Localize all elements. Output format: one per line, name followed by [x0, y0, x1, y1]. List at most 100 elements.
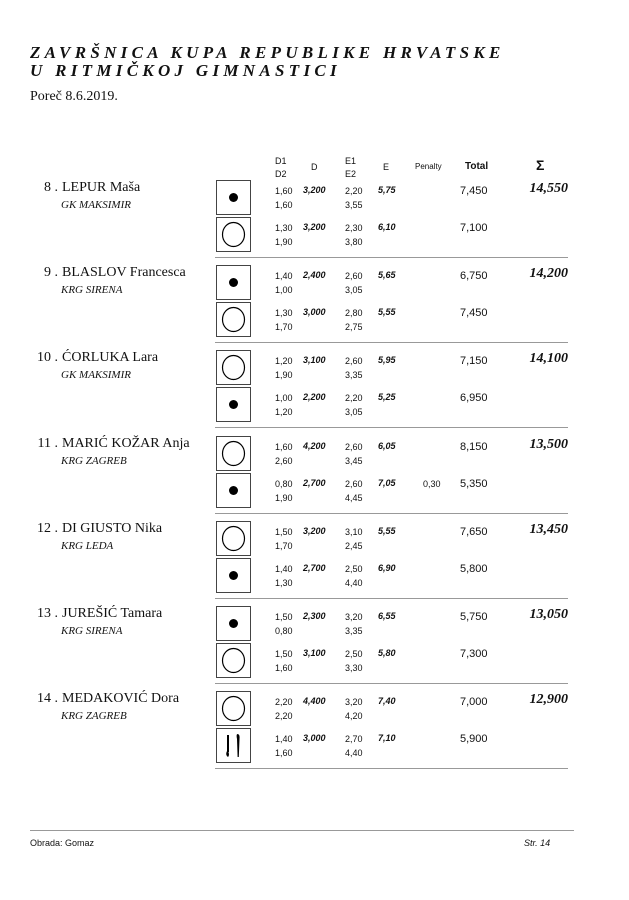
athlete-block: 8 . LEPUR Maša GK MAKSIMIR 14,550 1,60 1,…: [0, 180, 629, 265]
d1-score: 1,40: [275, 734, 293, 745]
d-score: 2,400: [303, 270, 326, 281]
e2-score: 3,30: [345, 663, 363, 673]
athlete-club: KRG SIRENA: [61, 625, 123, 637]
apparatus-box: [216, 520, 251, 556]
e-score: 5,75: [378, 185, 396, 195]
hoop-icon: [217, 522, 250, 555]
d-score: 3,000: [303, 307, 326, 318]
header-sum: Σ: [536, 157, 545, 173]
d2-score: 1,70: [275, 540, 293, 551]
e2-score: 3,05: [345, 407, 363, 418]
ball-icon: [217, 559, 250, 592]
d1-score: 0,80: [275, 478, 293, 489]
all-around-sum: 14,100: [529, 351, 569, 367]
routine-total: 7,450: [460, 185, 488, 197]
d1-score: 1,50: [275, 649, 293, 659]
page-number: Str. 14: [524, 838, 551, 848]
ball-icon: [217, 181, 250, 214]
hoop-icon: [217, 692, 250, 725]
athlete-name-text: BLASLOV Francesca: [62, 265, 186, 281]
header-penalty: Penalty: [415, 162, 442, 171]
e-score: 6,90: [378, 562, 396, 573]
athlete-divider: [215, 768, 568, 770]
d-score: 2,700: [303, 562, 326, 573]
e-score: 7,10: [378, 733, 396, 744]
athlete-name: 8 . LEPUR Maša: [30, 180, 140, 196]
header-e1: E1: [345, 156, 357, 166]
d2-score: 1,90: [275, 492, 293, 503]
e2-score: 3,80: [345, 237, 363, 247]
footer-credit: Obrada: Gomaz: [30, 838, 95, 848]
d1-score: 1,00: [275, 393, 293, 404]
athlete-divider: [215, 257, 568, 258]
apparatus-box: [216, 180, 251, 215]
routine-total: 7,150: [460, 355, 488, 368]
e-score: 7,05: [378, 477, 396, 488]
apparatus-box: [216, 643, 251, 678]
e1-score: 2,60: [345, 478, 363, 489]
d2-score: 1,90: [275, 370, 293, 381]
athlete-club: KRG ZAGREB: [61, 454, 127, 467]
athlete-name-text: JUREŠIĆ Tamara: [62, 606, 163, 621]
e1-score: 3,20: [345, 612, 363, 622]
d1-score: 1,40: [275, 271, 293, 282]
d1-score: 2,20: [275, 697, 293, 708]
athlete-block: 13 . JUREŠIĆ Tamara KRG SIRENA 13,050 1,5…: [0, 606, 629, 691]
header-total: Total: [465, 161, 489, 172]
e-score: 5,55: [378, 525, 396, 536]
athlete-divider: [215, 683, 568, 684]
apparatus-box: [216, 217, 251, 252]
hoop-icon: [217, 303, 250, 336]
athlete-name-text: DI GIUSTO Nika: [62, 520, 163, 536]
e1-score: 2,20: [345, 186, 363, 196]
athlete-divider: [215, 597, 568, 599]
athlete-club: KRG LEDA: [61, 539, 114, 552]
athlete-rank: 14 .: [37, 691, 58, 707]
athlete-rank: 13 .: [37, 606, 58, 621]
d1-score: 1,50: [275, 612, 293, 622]
routine-total: 8,150: [460, 440, 488, 453]
header-d: D: [311, 162, 318, 172]
e2-score: 4,20: [345, 711, 363, 722]
apparatus-box: [216, 557, 251, 593]
header-d1: D1: [275, 156, 287, 166]
athlete-divider: [215, 427, 568, 429]
hoop-icon: [217, 644, 250, 677]
apparatus-box: [216, 435, 251, 471]
e1-score: 2,60: [345, 271, 363, 282]
athlete-name: 13 . JUREŠIĆ Tamara: [30, 606, 162, 622]
d1-score: 1,60: [275, 441, 293, 452]
apparatus-box: [216, 387, 251, 423]
hoop-icon: [217, 218, 250, 251]
d-score: 2,700: [303, 477, 326, 488]
d2-score: 2,20: [275, 711, 293, 722]
athlete-name-text: MARIĆ KOŽAR Anja: [62, 435, 190, 451]
ball-icon: [217, 266, 250, 299]
e1-score: 2,80: [345, 308, 363, 319]
e-score: 5,55: [378, 307, 396, 318]
athlete-rank: 11 .: [37, 435, 58, 451]
routine-total: 5,350: [460, 477, 488, 490]
athlete-rank: 10 .: [37, 350, 58, 366]
athlete-name: 9 . BLASLOV Francesca: [30, 265, 186, 281]
e2-score: 2,45: [345, 540, 363, 551]
e2-score: 3,05: [345, 285, 363, 296]
d1-score: 1,40: [275, 563, 293, 574]
d2-score: 1,60: [275, 748, 293, 759]
e-score: 5,25: [378, 392, 396, 403]
all-around-sum: 12,900: [529, 692, 569, 708]
athlete-name-text: ĆORLUKA Lara: [62, 350, 159, 366]
athlete-name: 14 . MEDAKOVIĆ Dora: [30, 691, 179, 707]
d-score: 2,200: [303, 392, 326, 403]
title-line-1: ZAVRŠNICA KUPA REPUBLIKE HRVATSKE: [30, 43, 505, 62]
apparatus-box: [216, 728, 251, 764]
ball-icon: [217, 388, 250, 421]
routine-total: 7,300: [460, 648, 488, 660]
e1-score: 2,60: [345, 441, 363, 452]
e1-score: 2,30: [345, 223, 363, 233]
e2-score: 3,35: [345, 370, 363, 381]
footer-divider: [30, 830, 574, 831]
all-around-sum: 14,550: [529, 181, 569, 196]
athlete-block: 14 . MEDAKOVIĆ Dora KRG ZAGREB 12,900 2,2…: [0, 691, 629, 776]
routine-total: 7,450: [460, 307, 488, 320]
